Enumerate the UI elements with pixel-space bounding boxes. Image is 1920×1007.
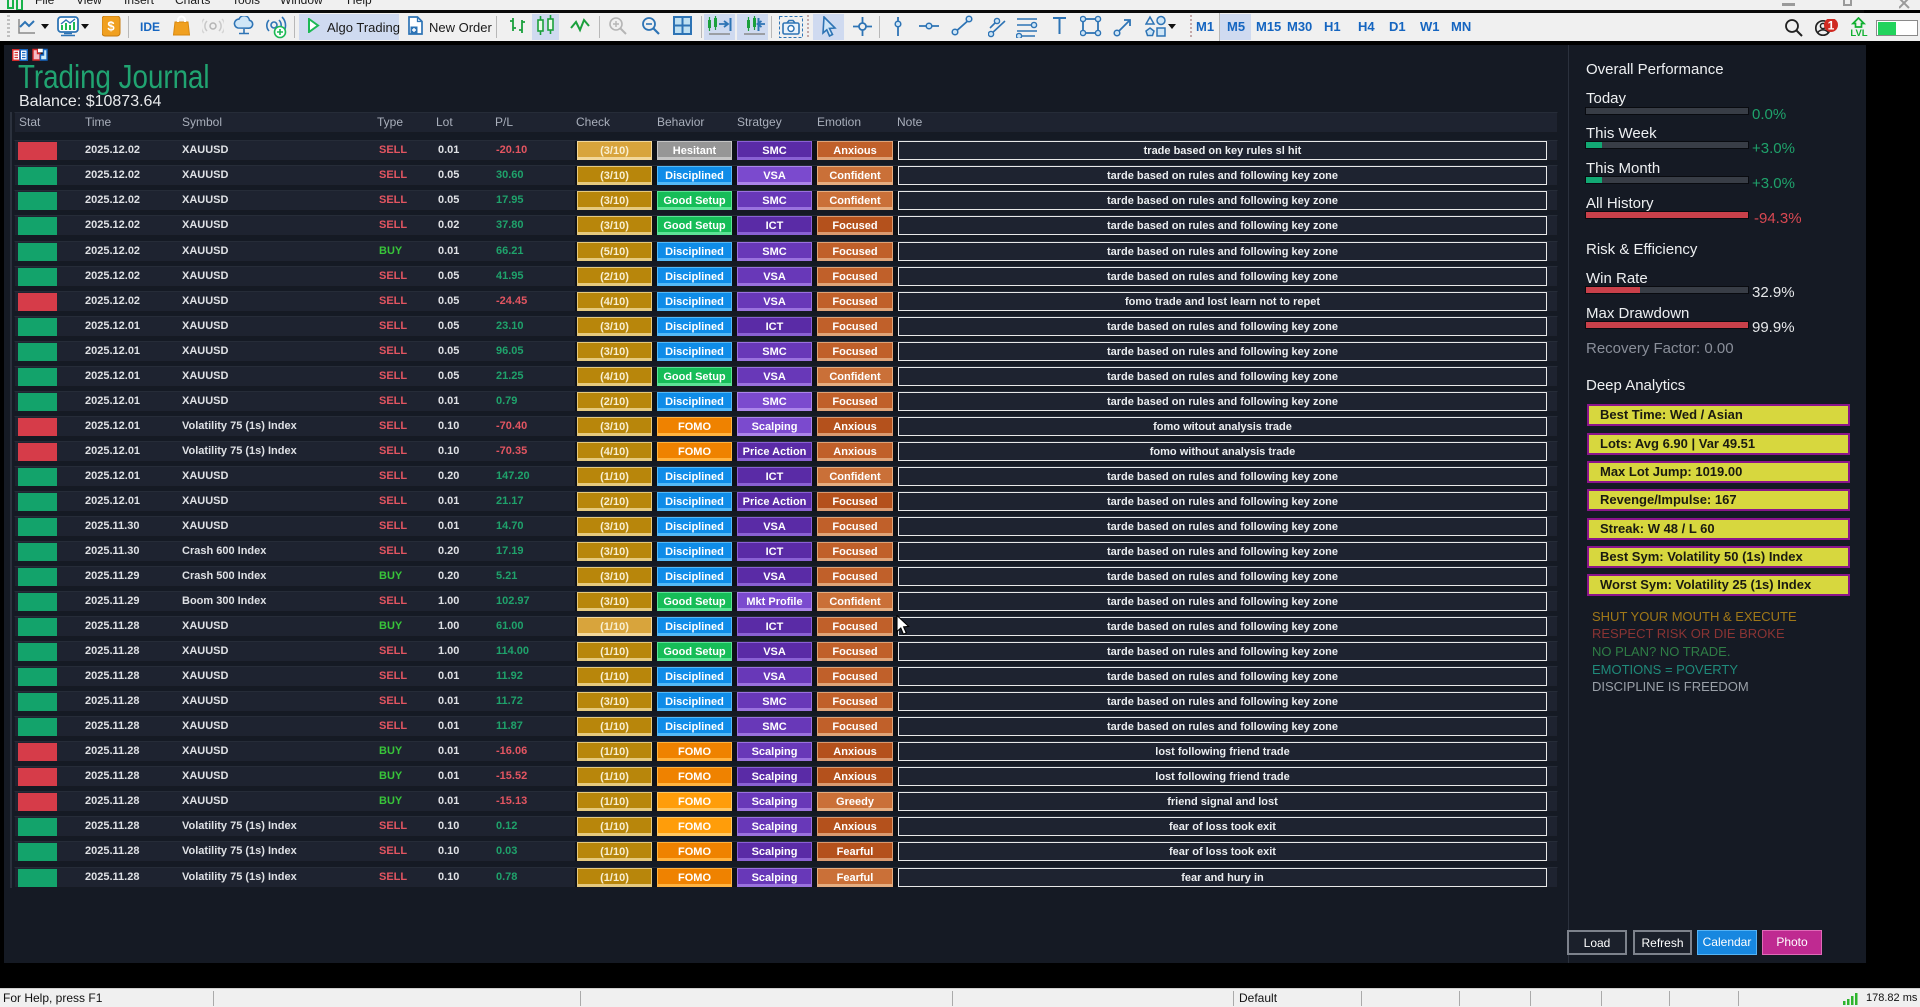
svg-text:1: 1 [1828, 19, 1835, 33]
svg-text:$: $ [107, 19, 115, 34]
svg-text:LVL: LVL [1851, 28, 1868, 37]
